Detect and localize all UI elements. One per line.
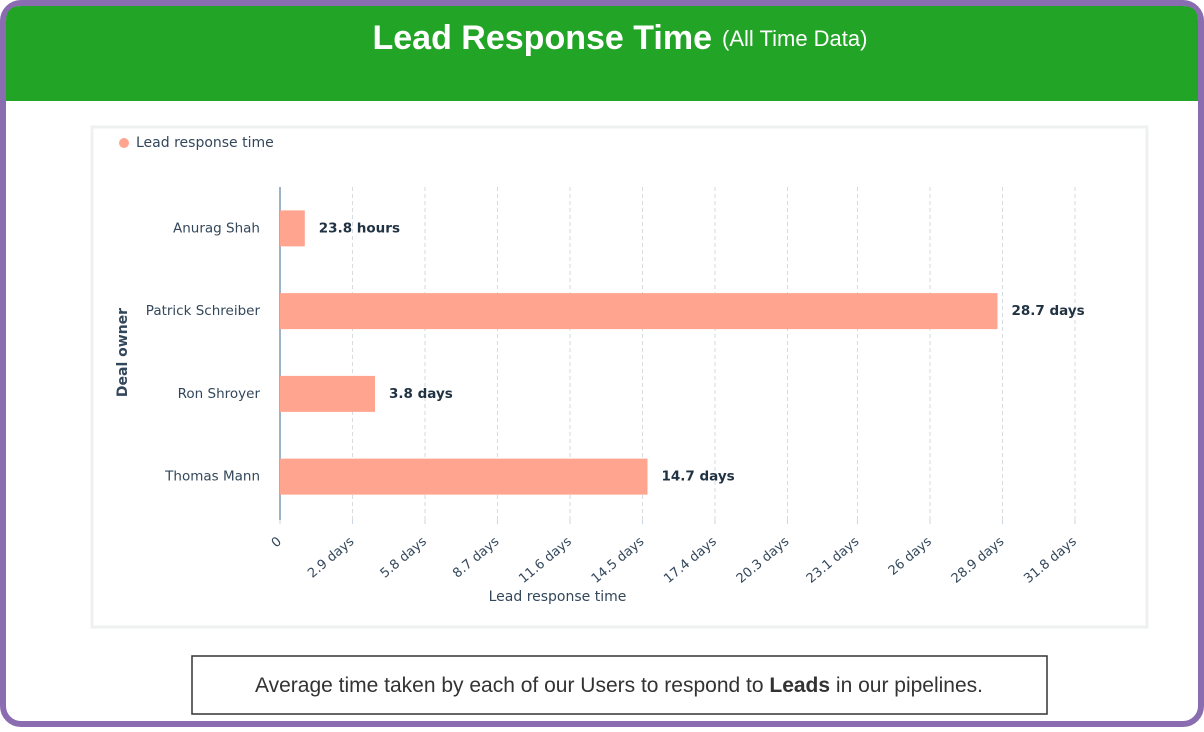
- caption-text: in our pipelines.: [830, 674, 983, 697]
- subtitle: (All Time Data): [722, 26, 867, 51]
- title: Lead Response Time: [373, 19, 713, 57]
- x-axis-label: Lead response time: [489, 589, 627, 605]
- caption-text: Average time taken by each of our Users …: [255, 674, 769, 697]
- y-tick-label: Ron Shroyer: [178, 386, 261, 402]
- y-tick-label: Patrick Schreiber: [146, 303, 261, 319]
- data-label: 3.8 days: [389, 386, 453, 402]
- bar: [280, 458, 648, 495]
- legend-label: Lead response time: [136, 135, 274, 151]
- y-tick-label: Thomas Mann: [164, 469, 260, 485]
- bar: [280, 293, 998, 330]
- chart-panel: [90, 125, 1149, 629]
- caption-box: [191, 655, 1048, 715]
- bar: [280, 375, 375, 412]
- data-label: 28.7 days: [1012, 303, 1085, 319]
- caption-bold: Leads: [769, 674, 830, 697]
- y-axis-label: Deal owner: [115, 308, 131, 397]
- header: Lead Response Time (All Time Data): [373, 19, 868, 57]
- bar: [280, 210, 305, 247]
- header-band: [6, 6, 1198, 101]
- caption: Average time taken by each of our Users …: [255, 674, 983, 697]
- y-tick-label: Anurag Shah: [173, 220, 260, 236]
- legend-marker: [119, 138, 129, 148]
- data-label: 14.7 days: [662, 469, 735, 485]
- data-label: 23.8 hours: [319, 220, 400, 236]
